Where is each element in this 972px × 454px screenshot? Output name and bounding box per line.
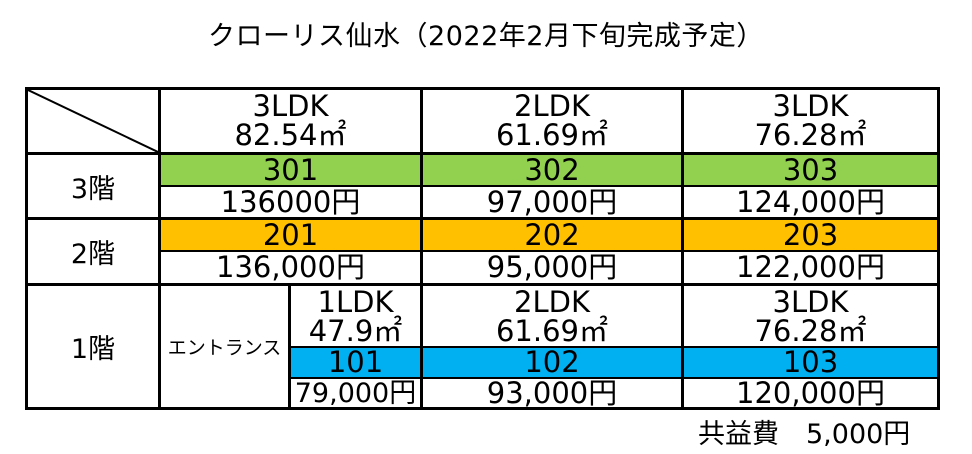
rent-table: 3LDK 82.54㎡ 2LDK 61.69㎡ 3LDK 76.28㎡ 3階 3… — [25, 87, 940, 410]
header-col-1: 3LDK 82.54㎡ — [161, 90, 420, 152]
rent-103: 120,000円 — [736, 375, 885, 410]
unit-type: 3LDK — [772, 285, 849, 319]
type-103: 3LDK 76.28㎡ — [684, 286, 937, 348]
room-303: 303 — [684, 155, 937, 185]
rent-303: 124,000円 — [736, 184, 885, 219]
grid-line — [291, 377, 937, 379]
room-201: 201 — [161, 220, 420, 250]
unit-area: 76.28㎡ — [754, 314, 867, 348]
corner-diagonal — [28, 90, 158, 152]
document-title: クローリス仙水（2022年2月下旬完成予定） — [208, 21, 764, 52]
room-202: 202 — [423, 220, 681, 250]
unit-type: 3LDK — [252, 89, 329, 123]
unit-area: 61.69㎡ — [495, 314, 609, 348]
floor-label-3: 3階 — [70, 173, 116, 205]
unit-type: 2LDK — [514, 89, 590, 123]
rent-201: 136,000円 — [216, 250, 365, 284]
unit-area: 76.28㎡ — [754, 118, 867, 152]
grid-line — [420, 90, 423, 407]
unit-area: 61.69㎡ — [495, 118, 609, 152]
unit-type: 3LDK — [772, 89, 849, 123]
unit-type: 2LDK — [514, 285, 590, 319]
header-col-3: 3LDK 76.28㎡ — [684, 90, 937, 152]
grid-line — [28, 283, 937, 286]
room-102: 102 — [423, 348, 681, 377]
room-203: 203 — [684, 220, 937, 250]
floor-label-1: 1階 — [70, 334, 116, 365]
grid-line — [288, 286, 291, 407]
unit-type: 1LDK — [317, 285, 394, 319]
grid-line — [681, 90, 684, 407]
grid-line — [161, 185, 937, 187]
room-103: 103 — [684, 348, 937, 377]
type-102: 2LDK 61.69㎡ — [423, 286, 681, 348]
floor-label-2: 2階 — [70, 239, 116, 270]
rent-101: 79,000円 — [294, 377, 417, 409]
rent-102: 93,000円 — [486, 375, 618, 410]
common-fee: 共益費 5,000円 — [698, 419, 911, 450]
rent-202: 95,000円 — [486, 250, 618, 284]
type-101: 1LDK 47.9㎡ — [291, 286, 420, 348]
unit-area: 82.54㎡ — [234, 118, 347, 152]
header-col-2: 2LDK 61.69㎡ — [423, 90, 681, 152]
rent-301: 136000円 — [220, 184, 361, 219]
entrance-label: エントランス — [167, 337, 282, 359]
room-301: 301 — [161, 155, 420, 185]
rent-203: 122,000円 — [736, 250, 885, 284]
grid-line — [161, 250, 937, 252]
grid-line — [28, 217, 937, 220]
rent-302: 97,000円 — [486, 184, 618, 219]
room-302: 302 — [423, 155, 681, 185]
unit-area: 47.9㎡ — [308, 314, 403, 348]
room-101: 101 — [291, 348, 420, 377]
grid-line — [158, 90, 161, 407]
grid-line — [28, 152, 937, 155]
grid-line — [291, 346, 937, 348]
